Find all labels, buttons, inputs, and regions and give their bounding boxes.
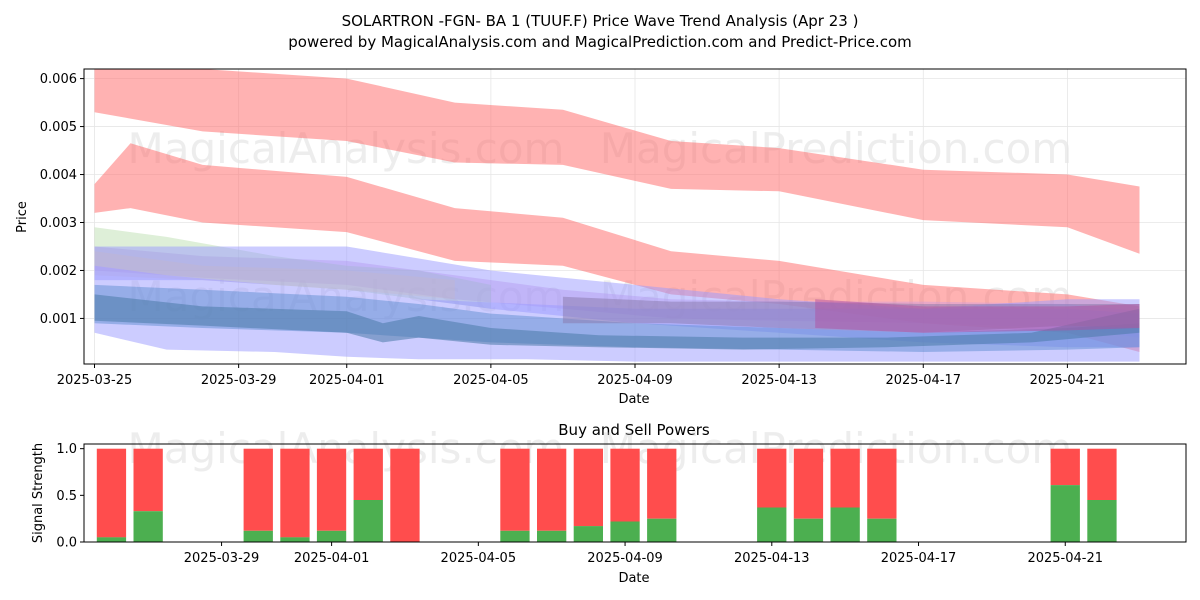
price-x-tick-label: 2025-04-17 [885, 373, 961, 388]
price-y-tick-label: 0.004 [40, 168, 77, 183]
price-wave-band-9 [94, 294, 1140, 350]
buy-power-bar [316, 530, 347, 542]
buy-sell-y-tick-label: 1.0 [56, 442, 77, 457]
price-y-tick-label: 0.003 [40, 216, 77, 231]
price-y-tick-label: 0.001 [40, 312, 77, 327]
buy-power-bar [757, 507, 787, 542]
buy-sell-y-axis-label: Signal Strength [31, 443, 46, 543]
chart-title: SOLARTRON -FGN- BA 1 (TUUF.F) Price Wave… [342, 12, 859, 30]
buy-power-bar [647, 518, 677, 542]
price-x-axis: 2025-03-25 2025-03-29 2025-04-01 2025-04-05… [57, 364, 1105, 388]
buy-sell-y-tick-label: 0.5 [56, 489, 77, 504]
sell-power-bar [316, 448, 347, 531]
price-y-tick-label: 0.002 [40, 264, 77, 279]
sell-power-bar [280, 448, 310, 538]
price-wave-band-2 [94, 143, 1140, 352]
buy-power-bar [793, 518, 824, 542]
buy-power-bar [500, 530, 530, 542]
price-x-tick-label: 2025-04-05 [453, 373, 529, 388]
sell-power-bar [390, 448, 420, 542]
buy-sell-panel: Buy and Sell Powers MagicalAnalysis.com … [31, 421, 1187, 586]
sell-power-bar [353, 448, 383, 500]
price-x-tick-label: 2025-04-13 [741, 373, 817, 388]
buy-sell-x-tick-label: 2025-04-09 [587, 551, 663, 566]
sell-power-bar [537, 448, 567, 531]
price-wave-band-11 [815, 299, 1140, 333]
buy-power-bar [1050, 485, 1080, 542]
buy-power-bar [537, 530, 567, 542]
sell-power-bar [610, 448, 640, 522]
buy-sell-y-tick-label: 0.0 [56, 536, 77, 551]
buy-sell-x-tick-label: 2025-04-21 [1027, 551, 1103, 566]
buy-sell-x-tick-label: 2025-04-05 [441, 551, 517, 566]
buy-sell-title: Buy and Sell Powers [558, 421, 710, 439]
buy-sell-x-tick-label: 2025-03-29 [184, 551, 260, 566]
buy-power-bar [353, 500, 383, 542]
sell-power-bar [243, 448, 273, 531]
price-wave-panel: MagicalAnalysis.com MagicalPrediction.co… [15, 68, 1187, 407]
sell-power-bar [573, 448, 603, 527]
price-wave-band-1 [94, 69, 1140, 254]
sell-power-bar [647, 448, 677, 519]
price-y-axis-label: Price [15, 201, 30, 233]
buy-power-bar [867, 518, 897, 542]
buy-sell-x-tick-label: 2025-04-01 [294, 551, 370, 566]
buy-power-bar [830, 507, 860, 542]
price-x-tick-label: 2025-04-01 [309, 373, 385, 388]
price-x-axis-label: Date [618, 392, 649, 407]
price-x-tick-label: 2025-03-29 [201, 373, 277, 388]
sell-power-bar [757, 448, 787, 508]
price-x-tick-label: 2025-03-25 [57, 373, 133, 388]
price-wave-band-8 [94, 284, 1140, 352]
sell-power-bar [96, 448, 127, 538]
sell-power-bar [867, 448, 897, 519]
price-y-tick-label: 0.006 [40, 72, 77, 87]
buy-sell-x-tick-label: 2025-04-17 [881, 551, 957, 566]
buy-power-bar [610, 521, 640, 542]
price-x-tick-label: 2025-04-21 [1030, 373, 1106, 388]
price-y-tick-label: 0.005 [40, 120, 77, 135]
sell-power-bar [793, 448, 824, 519]
chart-subtitle: powered by MagicalAnalysis.com and Magic… [288, 33, 912, 51]
buy-power-bar [1087, 500, 1117, 542]
price-x-tick-label: 2025-04-09 [597, 373, 673, 388]
price-y-axis: 0.001 0.002 0.003 0.004 0.005 0.006 [40, 72, 84, 327]
sell-power-bar [830, 448, 860, 508]
sell-power-bar [1087, 448, 1117, 500]
buy-power-bar [133, 511, 163, 542]
sell-power-bar [133, 448, 163, 512]
sell-power-bar [1050, 448, 1080, 486]
buy-power-bar [280, 537, 310, 542]
buy-sell-x-axis: 2025-03-29 2025-04-01 2025-04-05 2025-04-09… [184, 542, 1103, 566]
buy-sell-plot-frame [83, 443, 1187, 543]
buy-sell-y-axis: 0.0 0.5 1.0 [56, 442, 84, 551]
buy-power-bar [96, 537, 127, 542]
price-wave-bands [94, 69, 1140, 362]
buy-power-bar [243, 530, 273, 542]
buy-power-bar [573, 526, 603, 542]
sell-power-bar [500, 448, 530, 531]
buy-sell-x-tick-label: 2025-04-13 [734, 551, 810, 566]
buy-sell-bars [96, 448, 1117, 542]
buy-sell-x-axis-label: Date [618, 571, 649, 586]
